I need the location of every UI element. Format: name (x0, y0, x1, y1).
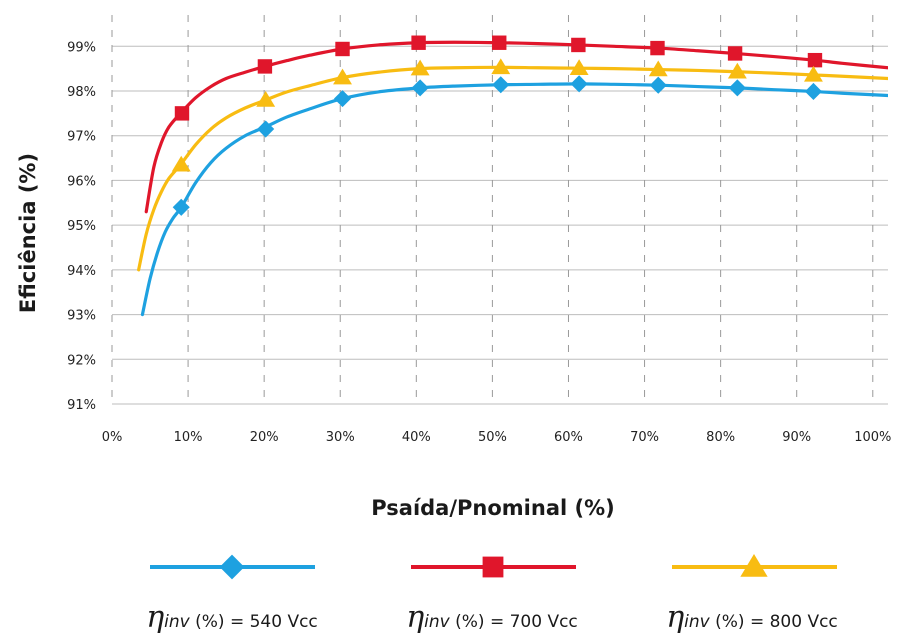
data-point (257, 59, 273, 74)
data-point (257, 120, 275, 138)
data-point (256, 90, 276, 107)
legend-label: ηinv (%) = 800 Vcc (666, 600, 838, 635)
data-point (804, 82, 822, 101)
x-tick-label: 60% (554, 430, 583, 445)
x-tick-label: 10% (174, 430, 203, 445)
data-point (491, 58, 511, 75)
data-point (570, 75, 588, 93)
data-point (569, 59, 589, 75)
data-point (807, 52, 823, 68)
y-tick-label: 94% (67, 264, 96, 279)
x-tick-label: 90% (782, 430, 811, 445)
y-tick-label: 92% (67, 353, 96, 368)
series-layer (137, 35, 888, 317)
legend-swatch-marker (219, 554, 245, 580)
x-tick-label: 30% (326, 430, 355, 445)
data-point (411, 35, 426, 50)
horizontal-gridlines (112, 45, 888, 405)
y-tick-label: 96% (67, 174, 96, 189)
series-2 (137, 58, 888, 272)
data-point (727, 46, 743, 61)
data-point (172, 198, 190, 216)
x-axis-title: Psaída/Pnominal (%) (371, 496, 614, 520)
x-tick-label: 80% (706, 430, 735, 445)
legend-swatch-marker (740, 554, 768, 577)
data-point (492, 76, 510, 94)
series-1 (144, 35, 888, 214)
data-point (727, 62, 747, 79)
legend-label: ηinv (%) = 700 Vcc (406, 600, 578, 635)
x-tick-label: 40% (402, 430, 431, 445)
data-point (411, 79, 429, 97)
series-line-2 (137, 65, 888, 272)
data-point (648, 60, 668, 77)
data-point (174, 106, 190, 121)
x-axis-tick-labels: 0% 10% 20% 30% 40% 50% 60% 70% 80% 90% 100% (102, 430, 892, 445)
legend-entry-2: ηinv (%) = 800 Vcc (666, 554, 838, 635)
data-point (571, 37, 586, 53)
series-line-0 (140, 82, 888, 317)
x-tick-label: 0% (102, 430, 123, 445)
y-axis-title: Eficiência (%) (16, 153, 40, 313)
data-point (335, 41, 350, 57)
data-point (803, 65, 823, 82)
data-point (728, 79, 746, 97)
data-point (649, 76, 667, 94)
x-tick-label: 50% (478, 430, 507, 445)
y-tick-label: 98% (67, 85, 96, 100)
legend-swatch-marker (482, 556, 504, 578)
x-tick-label: 100% (854, 430, 891, 445)
data-point (333, 90, 352, 108)
data-point (410, 59, 430, 76)
y-tick-label: 99% (67, 40, 96, 55)
series-0 (140, 75, 888, 317)
legend-entry-0: ηinv (%) = 540 Vcc (146, 554, 318, 635)
y-tick-label: 95% (67, 219, 96, 234)
legend-entry-1: ηinv (%) = 700 Vcc (406, 556, 578, 635)
data-point (492, 35, 507, 50)
x-tick-label: 20% (250, 430, 279, 445)
y-tick-label: 91% (67, 398, 96, 413)
data-point (333, 68, 352, 85)
data-point (171, 155, 191, 172)
y-axis-tick-labels: 91% 92% 93% 94% 95% 96% 97% 98% 99% (67, 40, 96, 413)
data-point (650, 40, 665, 56)
y-tick-label: 97% (67, 130, 96, 145)
legend: ηinv (%) = 540 Vcc ηinv (%) = 700 Vcc ηinv… (146, 554, 838, 635)
x-tick-label: 70% (630, 430, 659, 445)
y-tick-label: 93% (67, 309, 96, 324)
legend-label: ηinv (%) = 540 Vcc (146, 600, 318, 635)
